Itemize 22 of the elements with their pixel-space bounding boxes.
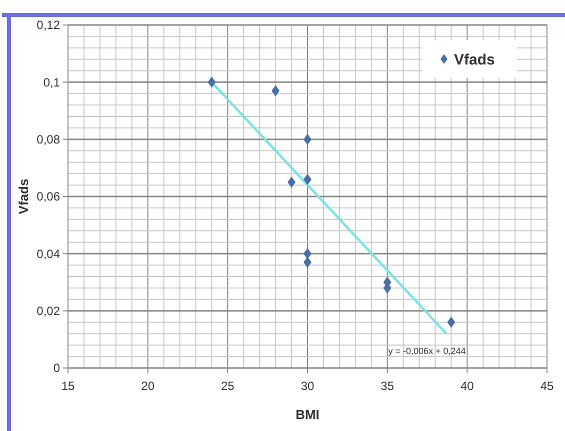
point [447, 316, 456, 328]
x-axis-title: BMI [296, 407, 320, 422]
point [272, 85, 280, 96]
legend-label: Vfads [454, 51, 495, 68]
x-tick-label: 15 [61, 379, 75, 393]
y-tick-label: 0,1 [43, 75, 60, 90]
y-tick-label: 0,04 [36, 246, 60, 261]
y-tick-label: 0 [53, 361, 60, 376]
x-tick-label: 35 [380, 379, 394, 393]
point [288, 176, 296, 188]
x-tick-label: 20 [141, 379, 155, 393]
y-tick-label: 0,06 [36, 190, 60, 204]
y-tick-label: 0,12 [36, 18, 60, 32]
point [208, 76, 216, 88]
y-tick-label: 0,08 [36, 132, 60, 147]
y-tick-label: 0,02 [36, 304, 60, 318]
annotation: y = -0,006x + 0,244 [388, 346, 466, 356]
y-axis-title: Vfads [16, 178, 31, 214]
x-tick-label: 25 [220, 379, 235, 393]
x-tick-label: 40 [460, 379, 474, 393]
x-tick-label: 30 [300, 379, 314, 393]
x-tick-label: 45 [540, 379, 554, 393]
